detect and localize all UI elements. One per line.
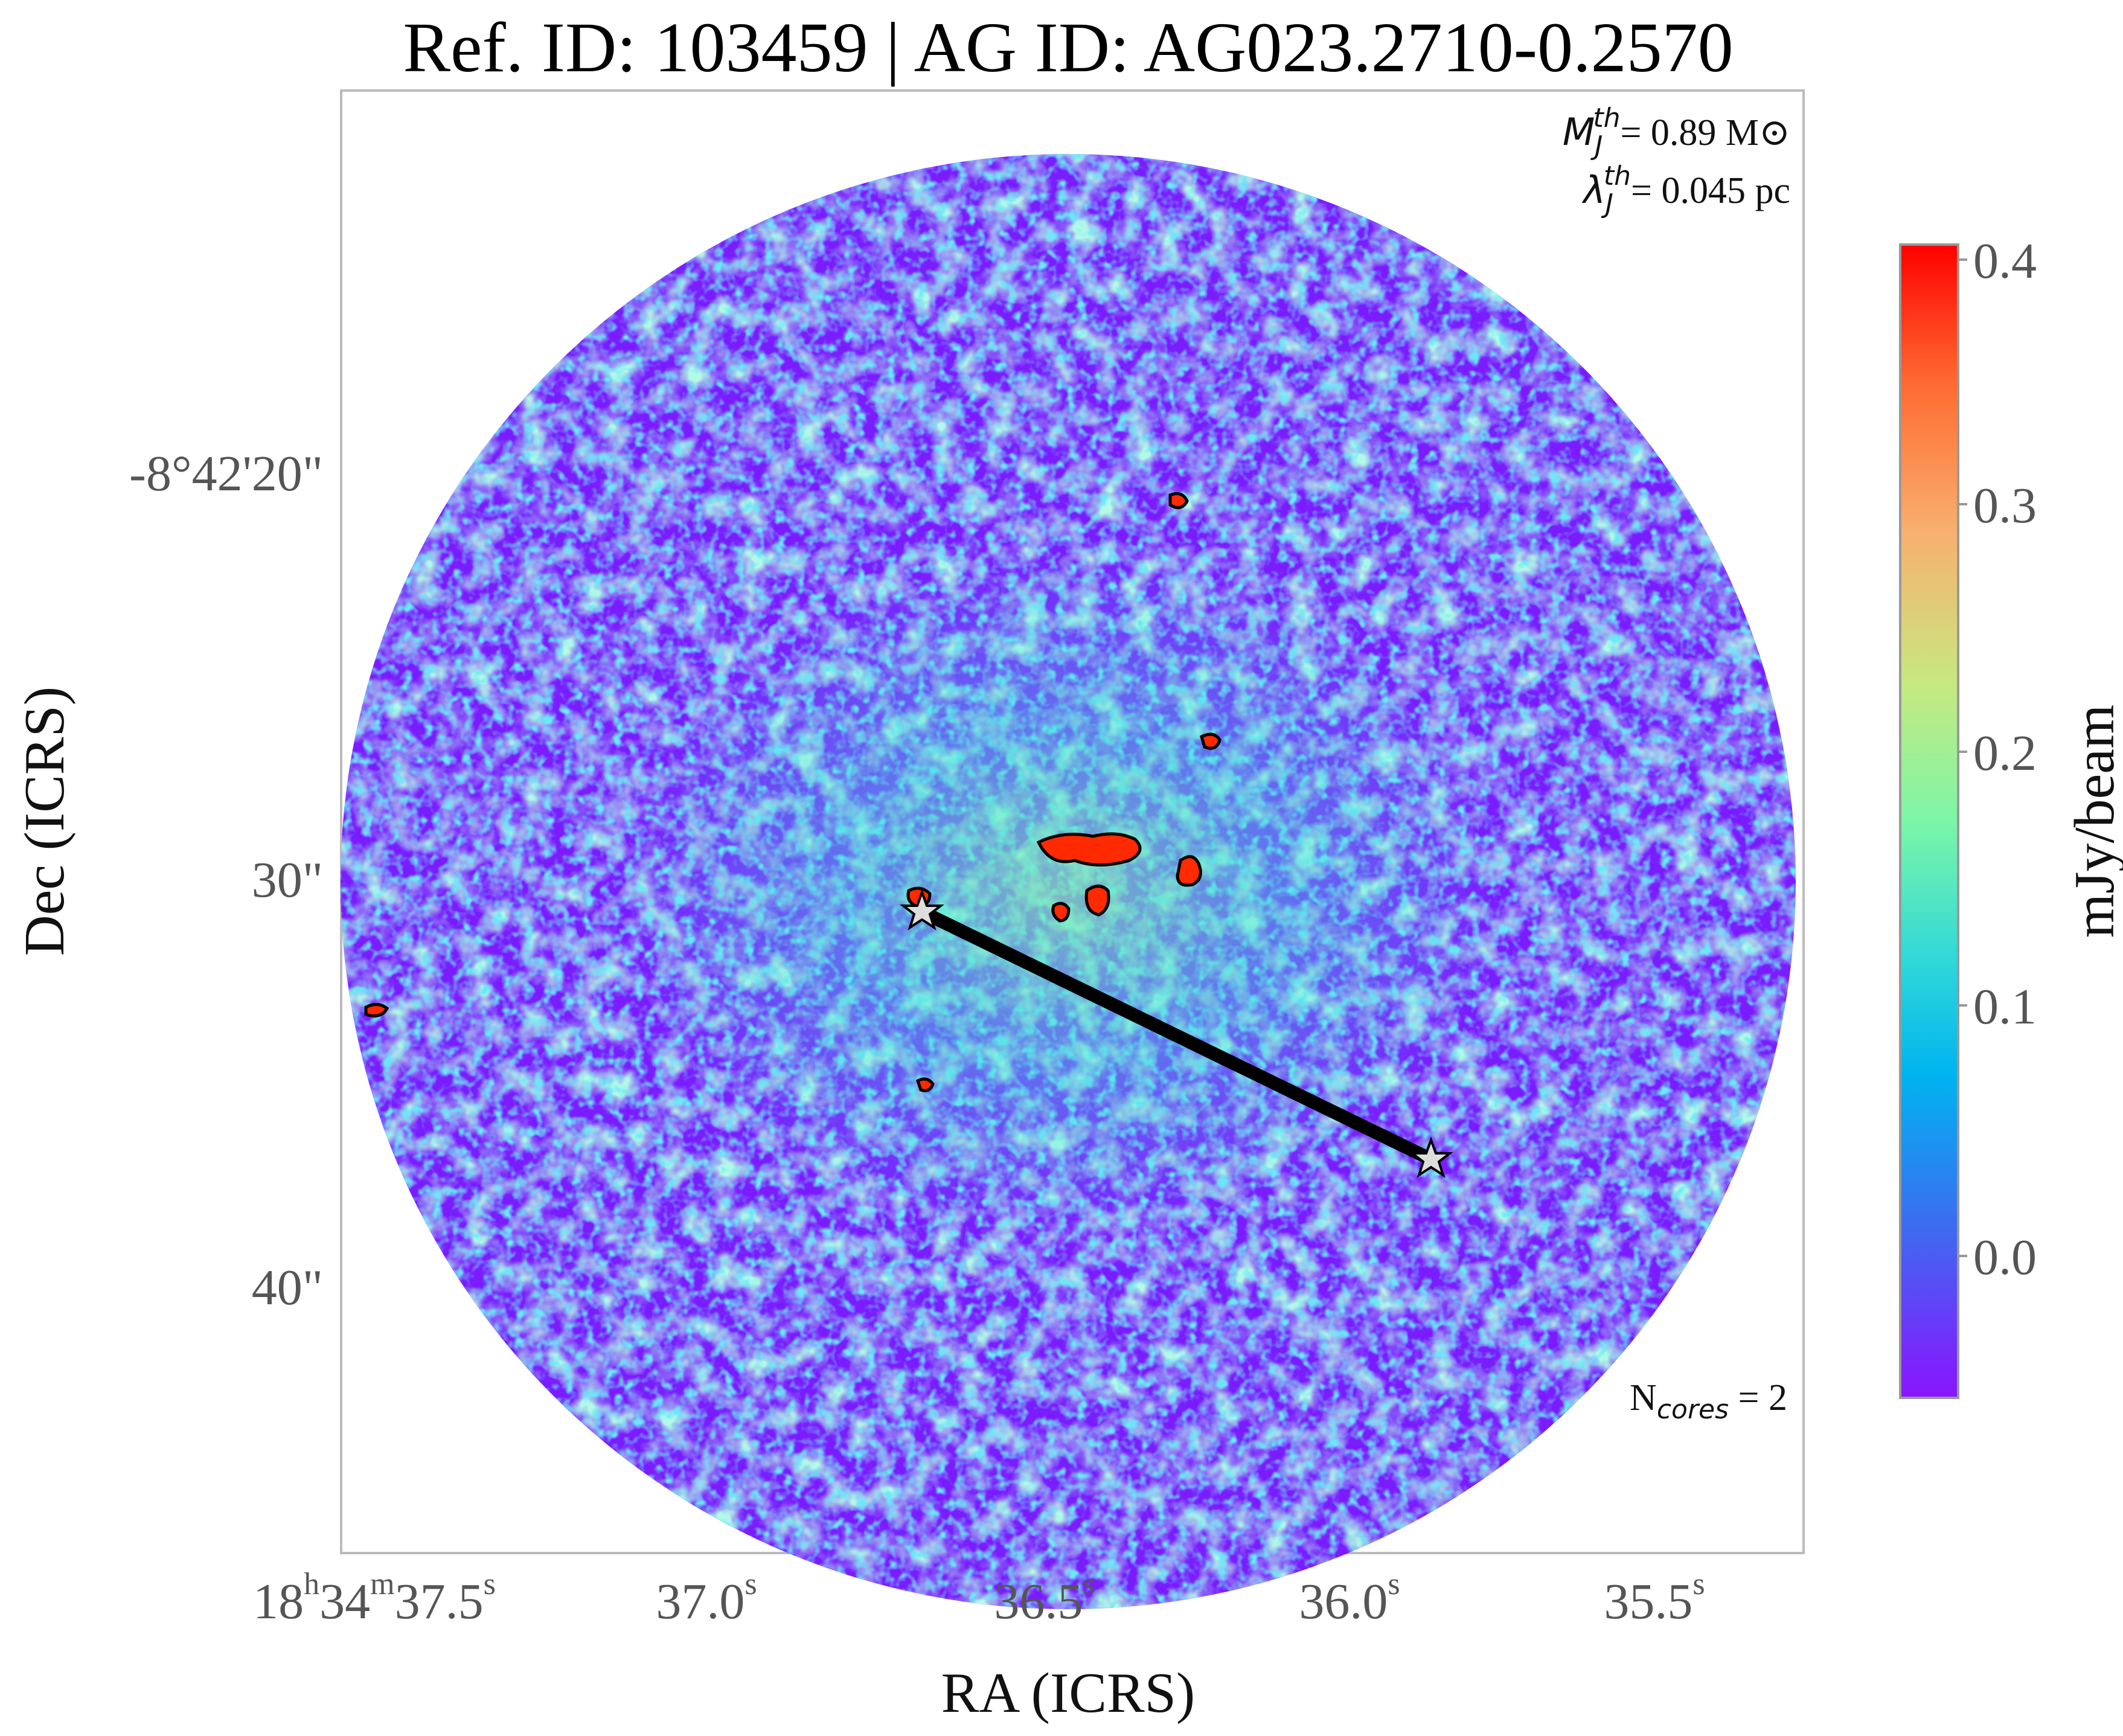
colorbar: [1899, 243, 1959, 1399]
clump-north: [1200, 732, 1222, 750]
x-tick-label: 36.5s: [994, 1567, 1095, 1630]
colorbar-label: mJy/beam: [2063, 705, 2123, 938]
star-marker-1: [900, 889, 944, 930]
y-tick-label: -8°42'20": [129, 446, 323, 502]
clump-nw: [1168, 492, 1189, 510]
x-tick-label: 35.5s: [1604, 1567, 1705, 1630]
jeans-length-label: λJth= 0.045 pc: [1581, 161, 1790, 219]
clump-main: [1036, 832, 1142, 866]
y-tick-label: 30": [252, 852, 323, 908]
intensity-map: [341, 154, 1796, 1609]
colorbar-ticks: [1958, 258, 1967, 1257]
x-tick-label: 18h34m37.5s: [253, 1567, 496, 1630]
clump-east: [1176, 855, 1202, 887]
ncores-label: Ncores = 2: [1630, 1377, 1787, 1425]
clump-mid: [1084, 885, 1110, 917]
colorbar-tick-label: 0.0: [1973, 1229, 2037, 1286]
connector-line: [915, 905, 1438, 1166]
emission-clumps: [364, 492, 1222, 1092]
clump-sw: [915, 1077, 935, 1092]
colorbar-tick-label: 0.3: [1973, 478, 2037, 534]
jeans-mass-label: MJth= 0.89 M⊙: [1563, 103, 1790, 161]
x-tick-label: 36.0s: [1299, 1567, 1400, 1630]
clump-edge: [364, 1003, 389, 1017]
colorbar-tick-label: 0.4: [1973, 233, 2037, 289]
y-axis-label: Dec (ICRS): [13, 687, 76, 956]
x-tick-label: 37.0s: [656, 1567, 757, 1630]
colorbar-tick-label: 0.1: [1973, 979, 2037, 1035]
clump-south: [1051, 902, 1071, 923]
plot-title: Ref. ID: 103459 | AG ID: AG023.2710-0.25…: [403, 8, 1733, 87]
y-tick-label: 40": [252, 1260, 323, 1316]
star-marker-2: [1409, 1136, 1453, 1178]
x-axis-label: RA (ICRS): [941, 1662, 1195, 1725]
colorbar-tick-label: 0.2: [1973, 725, 2037, 781]
